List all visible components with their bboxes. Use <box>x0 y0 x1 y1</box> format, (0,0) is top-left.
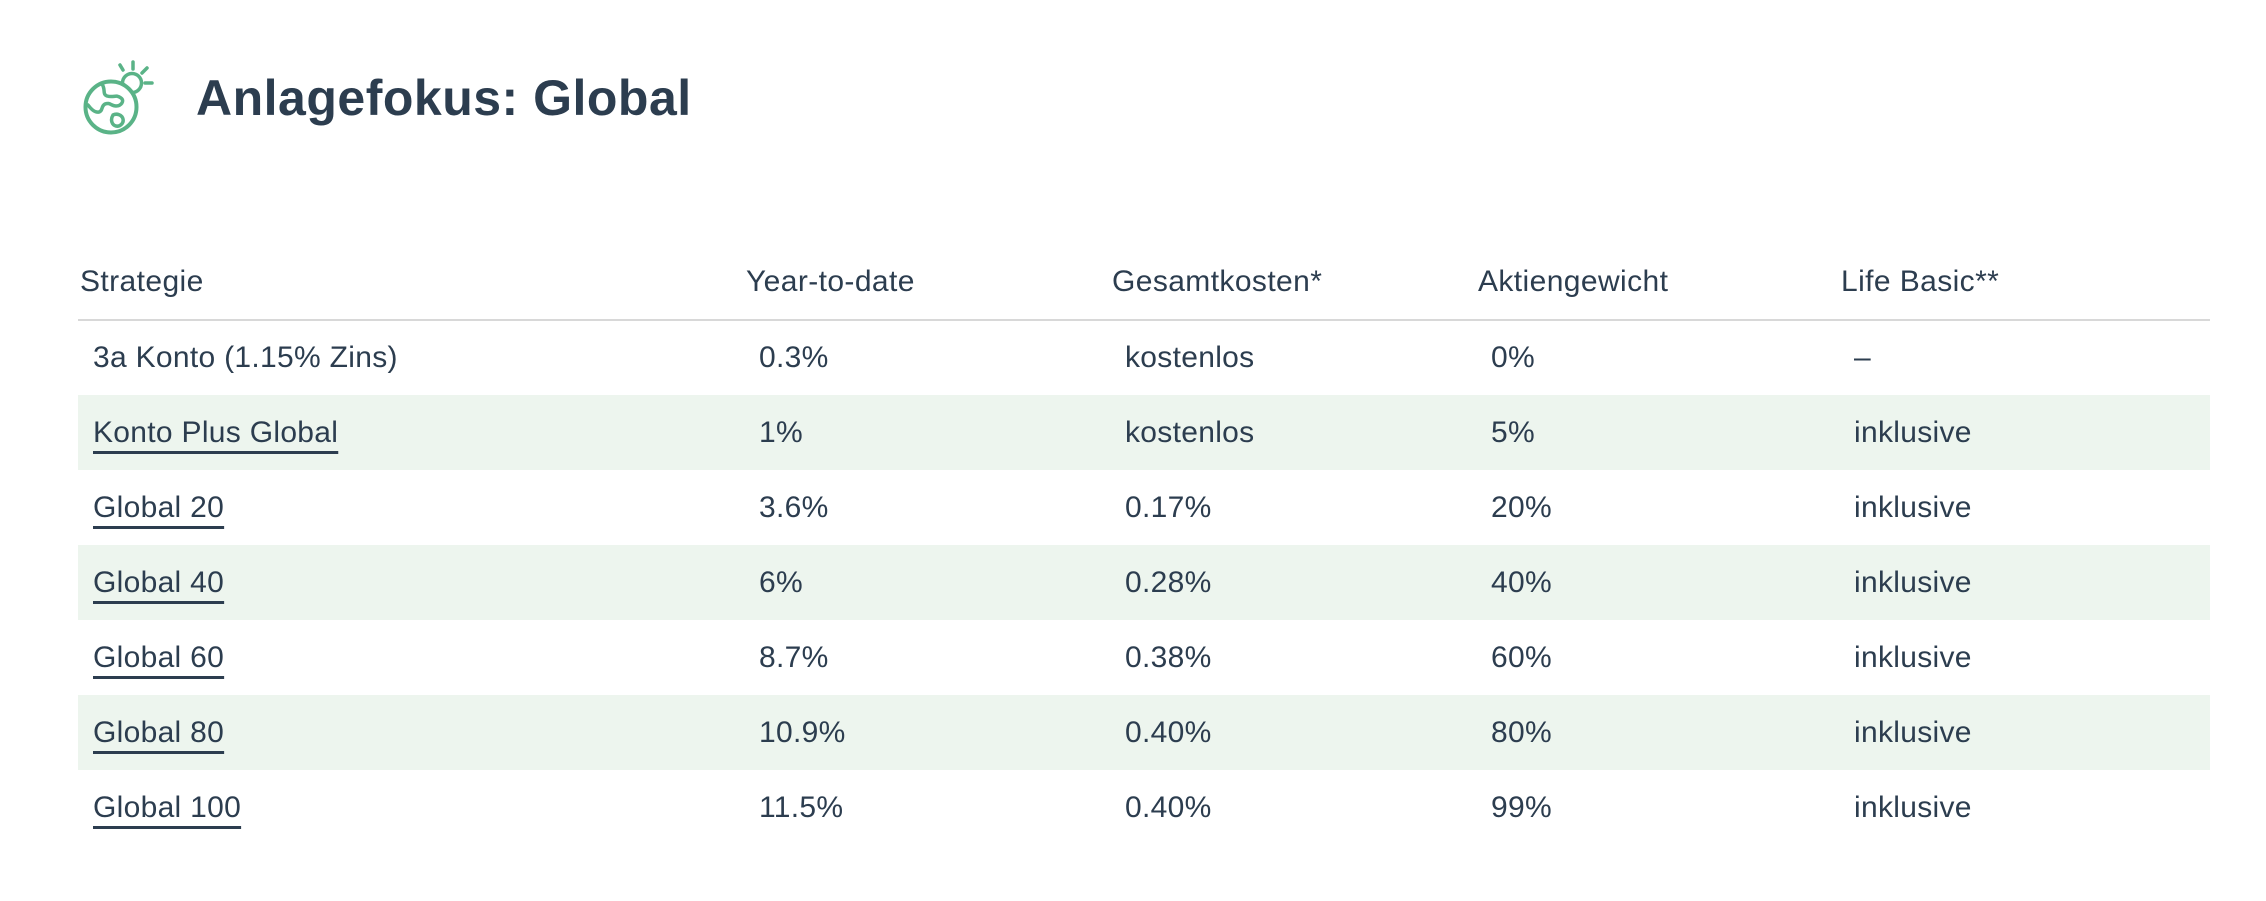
page-title: Anlagefokus: Global <box>196 70 692 126</box>
section-header: Anlagefokus: Global <box>80 56 692 140</box>
column-header-aktiengewicht: Aktiengewicht <box>1476 245 1839 321</box>
column-header-year-to-date: Year-to-date <box>744 245 1110 321</box>
strategy-link[interactable]: Global 40 <box>93 565 225 599</box>
table-row-global-40: Global 40 6% 0.28% 40% inklusive <box>78 545 2210 620</box>
gesamtkosten-cell: 0.17% <box>1125 490 1212 524</box>
life-basic-cell: inklusive <box>1854 790 1972 824</box>
life-basic-cell: – <box>1854 341 1871 374</box>
gesamtkosten-cell: 0.38% <box>1125 640 1212 674</box>
gesamtkosten-cell: 0.40% <box>1125 790 1212 824</box>
life-basic-cell: inklusive <box>1854 490 1972 524</box>
life-basic-cell: inklusive <box>1854 415 1972 449</box>
table-header-row: Strategie Year-to-date Gesamtkosten* Akt… <box>78 245 2210 321</box>
ytd-cell: 3.6% <box>759 490 829 524</box>
aktiengewicht-cell: 80% <box>1491 715 1552 749</box>
ytd-cell: 6% <box>759 565 803 599</box>
column-header-life-basic: Life Basic** <box>1839 245 2210 321</box>
strategy-link[interactable]: Global 20 <box>93 490 225 524</box>
table-row-konto-plus-global: Konto Plus Global 1% kostenlos 5% inklus… <box>78 395 2210 470</box>
table-row-global-60: Global 60 8.7% 0.38% 60% inklusive <box>78 620 2210 695</box>
aktiengewicht-cell: 20% <box>1491 490 1552 524</box>
aktiengewicht-cell: 40% <box>1491 565 1552 599</box>
strategy-link[interactable]: Global 60 <box>93 640 225 674</box>
strategies-table: Strategie Year-to-date Gesamtkosten* Akt… <box>78 245 2210 845</box>
life-basic-cell: inklusive <box>1854 640 1972 674</box>
ytd-cell: 8.7% <box>759 640 829 674</box>
gesamtkosten-cell: 0.40% <box>1125 715 1212 749</box>
aktiengewicht-cell: 0% <box>1491 341 1535 374</box>
strategies-table-wrap: Strategie Year-to-date Gesamtkosten* Akt… <box>78 245 2210 845</box>
aktiengewicht-cell: 5% <box>1491 415 1535 449</box>
column-header-strategie: Strategie <box>78 245 744 321</box>
strategy-label: 3a Konto (1.15% Zins) <box>93 341 398 374</box>
globe-sun-icon <box>80 56 160 140</box>
table-row-global-80: Global 80 10.9% 0.40% 80% inklusive <box>78 695 2210 770</box>
strategy-link[interactable]: Global 100 <box>93 790 242 824</box>
ytd-cell: 1% <box>759 415 803 449</box>
gesamtkosten-cell: kostenlos <box>1125 341 1255 374</box>
ytd-cell: 10.9% <box>759 715 846 749</box>
strategy-link[interactable]: Global 80 <box>93 715 225 749</box>
table-row-global-20: Global 20 3.6% 0.17% 20% inklusive <box>78 470 2210 545</box>
table-row-global-100: Global 100 11.5% 0.40% 99% inklusive <box>78 770 2210 845</box>
life-basic-cell: inklusive <box>1854 715 1972 749</box>
gesamtkosten-cell: 0.28% <box>1125 565 1212 599</box>
life-basic-cell: inklusive <box>1854 565 1972 599</box>
table-row-3a-konto: 3a Konto (1.15% Zins) 0.3% kostenlos 0% … <box>78 320 2210 395</box>
column-header-gesamtkosten: Gesamtkosten* <box>1110 245 1476 321</box>
aktiengewicht-cell: 99% <box>1491 790 1552 824</box>
strategy-link[interactable]: Konto Plus Global <box>93 415 339 449</box>
gesamtkosten-cell: kostenlos <box>1125 415 1255 449</box>
aktiengewicht-cell: 60% <box>1491 640 1552 674</box>
ytd-cell: 0.3% <box>759 341 829 374</box>
ytd-cell: 11.5% <box>759 790 844 824</box>
